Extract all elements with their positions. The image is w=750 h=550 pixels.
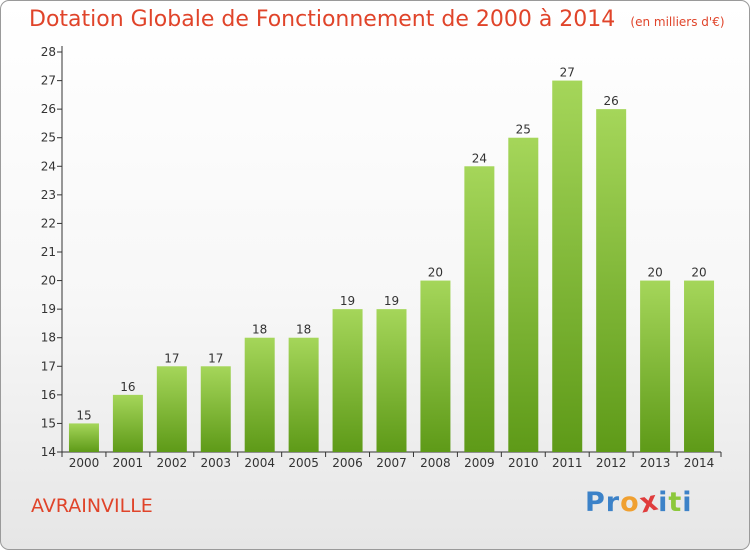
bar — [200, 366, 231, 452]
logo-letter: P — [585, 487, 606, 518]
y-tick-label: 18 — [41, 331, 56, 345]
bar — [464, 166, 495, 453]
y-tick-label: 24 — [41, 159, 56, 173]
bar-value-label: 24 — [472, 151, 487, 165]
y-tick-label: 20 — [41, 274, 56, 288]
bar-value-label: 18 — [252, 323, 267, 337]
bar-value-label: 26 — [604, 94, 619, 108]
bar-value-label: 19 — [340, 294, 355, 308]
bar — [684, 280, 715, 452]
y-tick-label: 28 — [41, 45, 56, 59]
bar-value-label: 18 — [296, 323, 311, 337]
x-tick-label: 2002 — [157, 456, 188, 470]
chart-unit-note: (en milliers d'€) — [630, 15, 725, 29]
bar — [68, 423, 99, 452]
x-tick-label: 2005 — [288, 456, 319, 470]
x-tick-label: 2014 — [684, 456, 715, 470]
x-tick-label: 2011 — [552, 456, 583, 470]
logo-letter: o — [620, 487, 640, 518]
bar-value-label: 27 — [560, 66, 575, 80]
x-tick-label: 2001 — [113, 456, 144, 470]
bar — [508, 137, 539, 452]
y-tick-label: 19 — [41, 302, 56, 316]
bar — [332, 309, 363, 452]
logo-letter: t — [668, 487, 683, 518]
y-tick-label: 21 — [41, 245, 56, 259]
chart-title: Dotation Globale de Fonctionnement de 20… — [29, 7, 725, 32]
bar-value-label: 16 — [120, 380, 135, 394]
bar-value-label: 20 — [428, 266, 443, 280]
x-tick-label: 2006 — [332, 456, 363, 470]
bar-value-label: 15 — [76, 408, 91, 422]
bar — [552, 80, 583, 453]
logo-letter: i — [658, 487, 669, 518]
x-tick-label: 2004 — [244, 456, 275, 470]
x-tick-label: 2007 — [376, 456, 407, 470]
y-tick-label: 15 — [41, 416, 56, 430]
bar — [288, 337, 319, 452]
bar-value-label: 17 — [164, 351, 179, 365]
x-tick-label: 2012 — [596, 456, 627, 470]
bar — [244, 337, 275, 452]
bar-value-label: 20 — [647, 266, 662, 280]
bar-value-label: 20 — [691, 266, 706, 280]
x-tick-label: 2000 — [69, 456, 100, 470]
bar-value-label: 19 — [384, 294, 399, 308]
chart-title-text: Dotation Globale de Fonctionnement de 20… — [29, 7, 616, 32]
x-tick-label: 2009 — [464, 456, 495, 470]
proxiti-logo: Proxiti — [585, 485, 693, 519]
bar — [596, 109, 627, 453]
y-tick-label: 22 — [41, 216, 56, 230]
bar — [376, 309, 407, 452]
x-tick-label: 2008 — [420, 456, 451, 470]
y-tick-label: 17 — [41, 359, 56, 373]
y-tick-label: 27 — [41, 74, 56, 88]
bar-value-label: 25 — [516, 123, 531, 137]
bar — [112, 394, 143, 452]
logo-letter: i — [682, 487, 693, 518]
x-tick-label: 2003 — [200, 456, 231, 470]
logo-letter: r — [605, 487, 621, 518]
y-tick-label: 14 — [41, 445, 56, 459]
x-tick-label: 2013 — [640, 456, 671, 470]
bar — [640, 280, 671, 452]
commune-name: AVRAINVILLE — [31, 495, 153, 517]
y-tick-label: 16 — [41, 388, 56, 402]
bar — [420, 280, 451, 452]
y-tick-label: 23 — [41, 188, 56, 202]
x-tick-label: 2010 — [508, 456, 539, 470]
bar — [156, 366, 187, 452]
y-tick-label: 25 — [41, 131, 56, 145]
y-tick-label: 26 — [41, 102, 56, 116]
bar-value-label: 17 — [208, 351, 223, 365]
